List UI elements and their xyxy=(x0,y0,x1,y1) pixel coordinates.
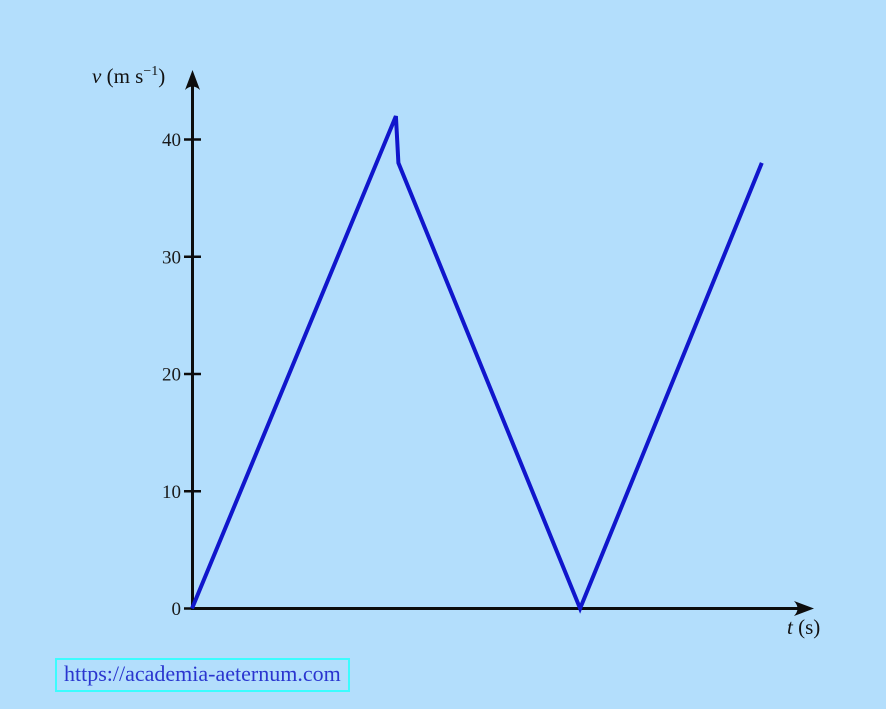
y-axis-tick-label: 30 xyxy=(162,247,181,268)
y-axis-tick-label: 0 xyxy=(172,599,182,620)
x-axis-variable: t xyxy=(787,615,793,639)
x-axis-arrow-icon xyxy=(794,601,814,616)
footer-link[interactable]: https://academia-aeternum.com xyxy=(64,661,341,686)
y-axis-label: v (m s−1) xyxy=(92,64,166,88)
y-axis-tick-label: 20 xyxy=(162,365,181,386)
y-axis-tick-label: 10 xyxy=(162,482,181,503)
y-axis-variable: v xyxy=(92,64,102,88)
y-axis-tick-label: 40 xyxy=(162,130,181,151)
y-axis-arrow-icon xyxy=(185,70,200,90)
footer-link-box[interactable]: https://academia-aeternum.com xyxy=(55,658,350,693)
x-axis-unit: (s) xyxy=(792,615,821,639)
velocity-line xyxy=(190,115,764,614)
x-axis-label: t (s) xyxy=(787,617,820,638)
y-axis-unit: (m s xyxy=(101,64,144,88)
y-axis-unit-close: ) xyxy=(158,64,166,88)
y-axis-unit-exponent: −1 xyxy=(143,64,159,79)
